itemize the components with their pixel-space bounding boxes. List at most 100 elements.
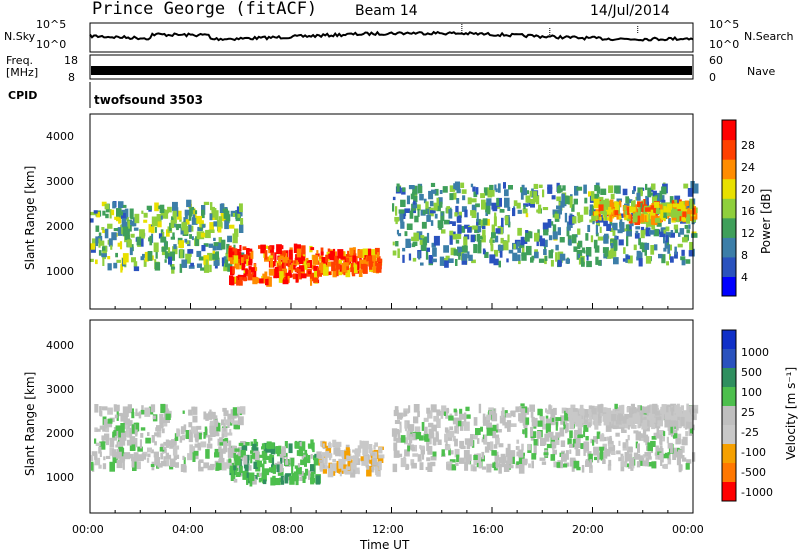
velocity-cells-cell	[494, 455, 499, 465]
velocity-cells-cell	[502, 422, 506, 426]
power-cells-cell	[422, 210, 425, 215]
power-cells-cell	[188, 214, 192, 221]
velocity-cells-cell	[515, 462, 519, 469]
power-cells-cell	[217, 226, 222, 233]
power-cells-cell	[664, 210, 670, 216]
velocity-cells-cell	[646, 415, 653, 420]
velocity-cells-cell	[447, 461, 452, 467]
power-cells-cell	[589, 204, 594, 213]
velocity-cells-cell	[660, 460, 663, 466]
power-cells-cell	[529, 190, 533, 197]
velocity-cells-cell	[159, 420, 164, 429]
power-colorbar-segment	[722, 139, 736, 160]
power-cells-cell	[160, 229, 164, 235]
power-cells-cell	[477, 244, 482, 254]
power-cells-cell	[341, 264, 346, 273]
velocity-cells-cell	[154, 432, 160, 437]
power-cells-cell	[101, 201, 107, 207]
velocity-cells-cell	[222, 462, 227, 471]
power-cells-cell	[604, 233, 609, 244]
power-cells-cell	[372, 263, 377, 273]
power-cells-cell	[403, 210, 406, 219]
power-cells-cell	[122, 226, 129, 237]
velocity-colorbar-segment	[722, 330, 736, 350]
power-cells-cell	[641, 207, 644, 213]
power-cells-cell	[171, 220, 177, 224]
velocity-cells-cell	[270, 447, 276, 455]
velocity-cells-cell	[106, 455, 111, 459]
velocity-cells-cell	[446, 437, 452, 441]
power-cells-cell	[521, 252, 527, 261]
power-cells-cell	[377, 252, 380, 258]
velocity-cells-cell	[280, 457, 283, 464]
velocity-cells-cell	[590, 412, 594, 420]
velocity-cells-cell	[444, 427, 449, 433]
velocity-cells-cell	[545, 415, 549, 419]
velocity-cells-cell	[559, 427, 565, 437]
velocity-cells-cell	[250, 441, 254, 447]
power-cells-cell	[268, 246, 272, 250]
velocity-cells-cell	[599, 446, 605, 451]
power-cells-cell	[239, 224, 244, 233]
power-cells-cell	[461, 260, 467, 265]
velocity-cbtick-m25: -25	[741, 426, 759, 439]
power-cells-cell	[187, 249, 194, 254]
velocity-cells-cell	[325, 450, 330, 456]
velocity-cells-cell	[336, 460, 339, 470]
power-cells-cell	[209, 213, 213, 221]
velocity-cells-cell	[179, 436, 183, 443]
velocity-cells-cell	[371, 466, 374, 473]
power-cells-cell	[172, 201, 178, 211]
power-cells-cell	[168, 256, 172, 265]
power-cells-cell	[300, 273, 307, 279]
power-cells-cell	[605, 206, 612, 215]
power-cells-cell	[623, 228, 629, 232]
velocity-cells-cell	[610, 445, 616, 452]
power-cells-cell	[577, 253, 580, 258]
velocity-cells-cell	[445, 429, 450, 439]
velocity-cells-cell	[621, 461, 627, 467]
velocity-cells-cell	[680, 413, 685, 419]
power-cells-cell	[683, 183, 689, 189]
velocity-cells-cell	[602, 459, 606, 464]
power-cells-cell	[473, 244, 478, 254]
power-cells-cell	[167, 247, 171, 253]
velocity-cells-cell	[378, 461, 382, 471]
power-cells-cell	[317, 267, 322, 277]
power-cells-cell	[652, 196, 657, 204]
velocity-cells-cell	[181, 434, 186, 439]
velocity-cells-cell	[296, 474, 299, 481]
power-cells-cell	[241, 260, 245, 271]
velocity-cells-cell	[344, 467, 351, 475]
power-cells-cell	[602, 247, 609, 254]
power-cells-cell	[678, 215, 685, 220]
power-cells-cell	[450, 247, 456, 256]
velocity-cells-cell	[505, 413, 512, 418]
freq-tick-bottom: 8	[68, 71, 75, 84]
power-cells-cell	[580, 257, 584, 264]
velocity-cells-cell	[455, 423, 459, 428]
velocity-cells-cell	[428, 428, 434, 439]
velocity-cells-cell	[545, 408, 548, 413]
power-cells-cell	[253, 263, 257, 270]
power-cells-cell	[439, 190, 443, 194]
power-cells-cell	[209, 264, 212, 273]
velocity-cells-cell	[316, 451, 322, 459]
power-cells-cell	[666, 261, 669, 266]
power-cells-cell	[651, 222, 656, 230]
velocity-cells-cell	[188, 409, 193, 416]
velocity-cells-cell	[582, 410, 588, 416]
power-cells-cell	[454, 212, 458, 217]
velocity-cells-cell	[452, 435, 456, 442]
velocity-cells-cell	[592, 414, 598, 421]
power-cells-cell	[531, 255, 535, 261]
power-cells-cell	[661, 254, 666, 264]
power-cells-cell	[507, 234, 510, 243]
velocity-cells-cell	[147, 453, 151, 458]
power-cells-cell	[139, 229, 145, 239]
velocity-cells-cell	[659, 448, 664, 453]
power-cells-cell	[410, 193, 413, 200]
velocity-cells-cell	[352, 455, 358, 464]
power-cells-cell	[293, 243, 298, 253]
power-cells-cell	[574, 185, 579, 196]
